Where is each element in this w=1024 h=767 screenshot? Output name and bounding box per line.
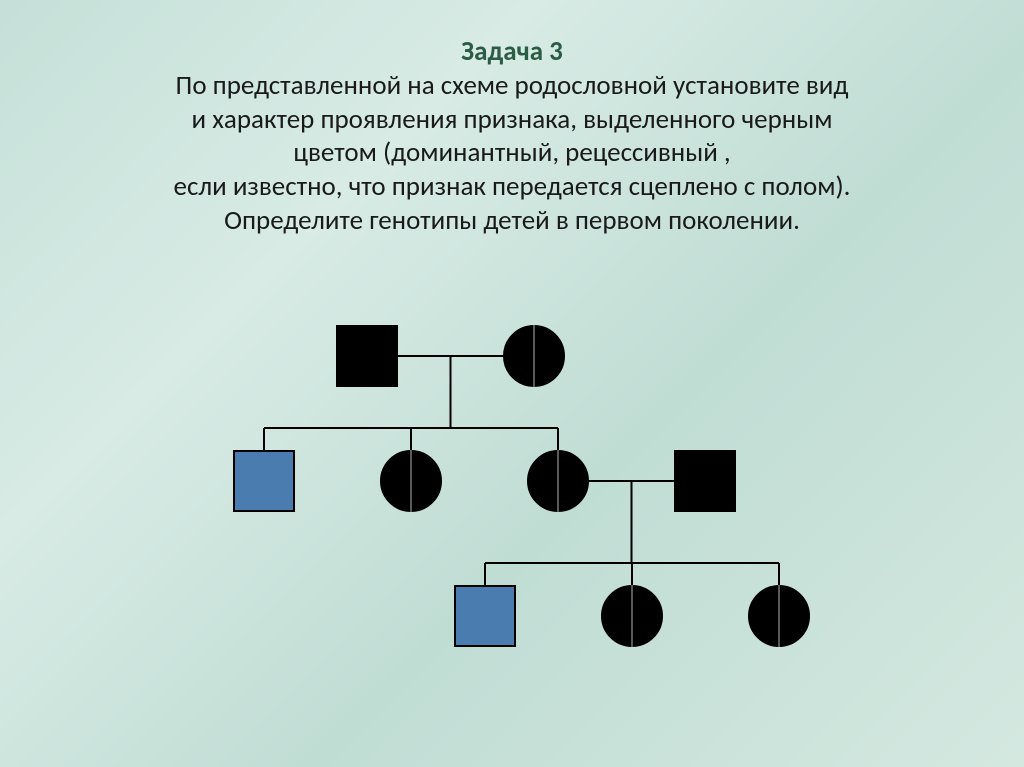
carrier-bar-g2f2: [557, 450, 559, 512]
carrier-bar-g3f2: [778, 585, 780, 647]
carrier-bar-g3f1: [631, 585, 633, 647]
node-g3m: [454, 585, 516, 647]
node-g2m1: [233, 450, 295, 512]
node-g2m2: [674, 450, 736, 512]
pedigree-diagram: [0, 0, 1024, 767]
carrier-bar-g2f1: [410, 450, 412, 512]
carrier-bar-g1f: [533, 325, 535, 387]
node-g1m: [336, 325, 398, 387]
